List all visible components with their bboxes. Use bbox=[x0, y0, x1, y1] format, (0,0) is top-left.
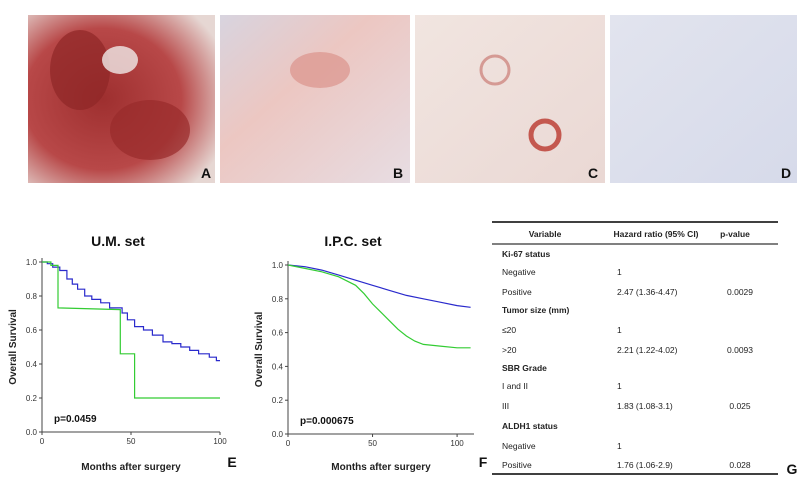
panel-label: A bbox=[201, 165, 211, 181]
survival-curve bbox=[287, 264, 471, 349]
y-tick-label: 0.4 bbox=[26, 360, 38, 369]
y-tick-label: 0.2 bbox=[272, 396, 284, 405]
table-cell: I and II bbox=[502, 381, 528, 391]
stain bbox=[110, 100, 190, 160]
y-tick-label: 0.4 bbox=[272, 362, 284, 371]
y-tick-label: 0.0 bbox=[272, 430, 284, 439]
table-cell: Negative bbox=[502, 441, 536, 451]
table-cell: 0.025 bbox=[729, 401, 751, 411]
x-tick-label: 0 bbox=[286, 439, 291, 448]
x-tick-label: 50 bbox=[368, 439, 377, 448]
y-tick-label: 0.0 bbox=[26, 428, 38, 437]
micrograph-d bbox=[610, 15, 797, 183]
x-tick-label: 0 bbox=[40, 437, 45, 446]
panel-label: C bbox=[588, 165, 598, 181]
table-cell: Negative bbox=[502, 267, 536, 277]
table-cell: 1 bbox=[617, 325, 622, 335]
y-tick-label: 1.0 bbox=[272, 261, 284, 270]
table-cell: ≤20 bbox=[502, 325, 516, 335]
table-cell: 1.76 (1.06-2.9) bbox=[617, 460, 673, 470]
annotation: p=0.000675 bbox=[300, 416, 354, 427]
stain bbox=[290, 52, 350, 88]
annotation: p=0.0459 bbox=[54, 414, 97, 425]
y-tick-label: 0.6 bbox=[272, 329, 284, 338]
y-tick-label: 0.2 bbox=[26, 394, 38, 403]
y-tick-label: 0.8 bbox=[272, 295, 284, 304]
table-header: p-value bbox=[720, 229, 750, 239]
table-header: Hazard ratio (95% CI) bbox=[613, 229, 698, 239]
stain bbox=[50, 30, 110, 110]
table-cell: Positive bbox=[502, 460, 532, 470]
x-tick-label: 50 bbox=[127, 437, 136, 446]
y-tick-label: 0.6 bbox=[26, 326, 38, 335]
micrograph-b bbox=[220, 15, 410, 183]
table-section: Tumor size (mm) bbox=[502, 305, 570, 315]
panel-label: F bbox=[479, 454, 488, 470]
y-axis-label: Overall Survival bbox=[254, 311, 265, 387]
y-tick-label: 0.8 bbox=[26, 292, 38, 301]
table-cell: >20 bbox=[502, 345, 517, 355]
table-cell: 1 bbox=[617, 381, 622, 391]
table-section: SBR Grade bbox=[502, 363, 547, 373]
table-cell: Positive bbox=[502, 287, 532, 297]
y-axis-label: Overall Survival bbox=[8, 309, 19, 385]
vessel bbox=[528, 118, 562, 152]
survival-curve bbox=[42, 261, 220, 362]
table-section: ALDH1 status bbox=[502, 421, 558, 431]
x-axis-label: Months after surgery bbox=[81, 462, 181, 473]
y-tick-label: 1.0 bbox=[26, 258, 38, 267]
table-cell: 1 bbox=[617, 267, 622, 277]
panel-label: B bbox=[393, 165, 403, 181]
table-cell: 0.028 bbox=[729, 460, 751, 470]
table-cell: 1 bbox=[617, 441, 622, 451]
table-cell: 0.0093 bbox=[727, 345, 753, 355]
table-cell: 2.21 (1.22-4.02) bbox=[617, 345, 678, 355]
table-cell: III bbox=[502, 401, 509, 411]
table-cell: 2.47 (1.36-4.47) bbox=[617, 287, 678, 297]
vessel bbox=[479, 54, 511, 86]
x-tick-label: 100 bbox=[213, 437, 227, 446]
panel-label: E bbox=[227, 454, 236, 470]
stroma bbox=[102, 46, 138, 74]
panel-label: G bbox=[787, 461, 798, 477]
table: Variable Hazard ratio (95% CI) p-value Ki-6… bbox=[492, 221, 778, 475]
micrograph-c bbox=[415, 15, 605, 183]
table-cell: 0.0029 bbox=[727, 287, 753, 297]
x-tick-label: 100 bbox=[450, 439, 464, 448]
table-section: Ki-67 status bbox=[502, 249, 550, 259]
panel-label: D bbox=[781, 165, 791, 181]
chart-title: U.M. set bbox=[91, 233, 145, 249]
chart-title: I.P.C. set bbox=[324, 233, 382, 249]
micrographs bbox=[28, 15, 797, 183]
survival-curve bbox=[287, 264, 471, 308]
micrograph-a bbox=[28, 15, 215, 183]
table-header: Variable bbox=[529, 229, 562, 239]
x-axis-label: Months after surgery bbox=[331, 462, 431, 473]
survival-curve bbox=[42, 261, 220, 399]
table-cell: 1.83 (1.08-3.1) bbox=[617, 401, 673, 411]
